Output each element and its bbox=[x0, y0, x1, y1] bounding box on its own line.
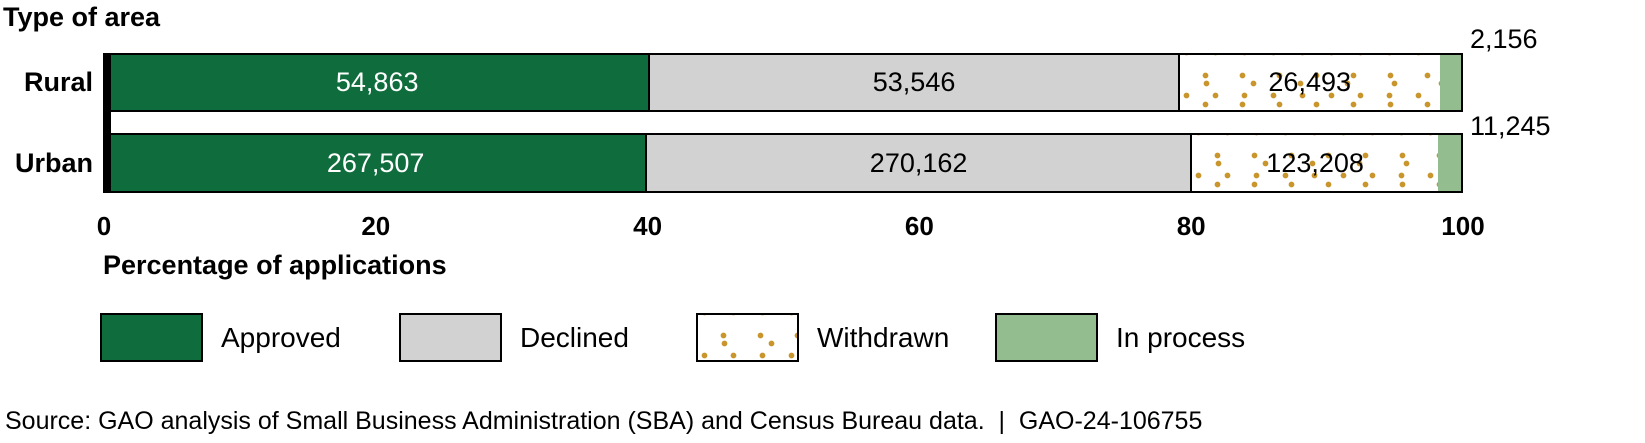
legend-item-withdrawn: Withdrawn bbox=[696, 313, 949, 362]
legend: Approved Declined Withdrawn In process bbox=[0, 313, 1645, 362]
segment-in-process bbox=[1439, 55, 1461, 110]
x-tick-40: 40 bbox=[633, 211, 663, 241]
segment-declined: 53,546 bbox=[648, 55, 1178, 110]
source-note: Source: GAO analysis of Small Business A… bbox=[5, 407, 1203, 435]
segment-value-label: 53,546 bbox=[872, 67, 956, 97]
segment-approved: 267,507 bbox=[106, 135, 646, 191]
x-tick-60: 60 bbox=[904, 211, 934, 241]
category-label-urban: Urban bbox=[14, 147, 93, 178]
segment-approved: 54,863 bbox=[106, 55, 649, 110]
segment-value-label: 54,863 bbox=[335, 67, 419, 97]
legend-swatch-withdrawn bbox=[696, 313, 799, 362]
segment-value-label: 123,208 bbox=[1266, 147, 1364, 178]
segment-value-label: 26,493 bbox=[1268, 67, 1351, 97]
legend-label: Approved bbox=[221, 321, 341, 353]
legend-item-in-process: In process bbox=[995, 313, 1245, 362]
x-tick-0: 0 bbox=[96, 211, 112, 241]
y-axis-baseline bbox=[103, 53, 111, 193]
chart-title: Type of area bbox=[3, 2, 161, 32]
segment-value-label: 267,507 bbox=[326, 147, 425, 178]
legend-item-declined: Declined bbox=[399, 313, 629, 362]
x-tick-100: 100 bbox=[1441, 211, 1485, 241]
legend-swatch-approved bbox=[100, 313, 203, 362]
x-tick-20: 20 bbox=[361, 211, 391, 241]
plot-area: 54,863 53,546 26,493 2,156 267,507 270,162 123… bbox=[103, 24, 1551, 193]
category-label-rural: Rural bbox=[23, 67, 93, 97]
bar-row-rural: 54,863 53,546 26,493 2,156 bbox=[104, 24, 1538, 112]
x-tick-80: 80 bbox=[1176, 211, 1206, 241]
segment-withdrawn: 26,493 bbox=[1177, 55, 1440, 110]
segment-in-process bbox=[1438, 135, 1461, 191]
outside-value-label: 11,245 bbox=[1470, 111, 1551, 141]
segment-declined: 270,162 bbox=[645, 135, 1190, 191]
segment-withdrawn: 123,208 bbox=[1189, 135, 1439, 191]
legend-item-approved: Approved bbox=[100, 313, 341, 362]
legend-swatch-declined bbox=[399, 313, 502, 362]
legend-swatch-in-process bbox=[995, 313, 1098, 362]
legend-label: In process bbox=[1116, 321, 1246, 353]
legend-label: Withdrawn bbox=[817, 321, 950, 353]
segment-value-label: 270,162 bbox=[869, 147, 968, 178]
legend-label: Declined bbox=[520, 321, 629, 353]
x-axis-ticks: 0 20 40 60 80 100 bbox=[97, 211, 1485, 241]
bar-row-urban: 267,507 270,162 123,208 11,245 bbox=[104, 111, 1551, 193]
outside-value-label: 2,156 bbox=[1470, 24, 1538, 54]
x-axis-title: Percentage of applications bbox=[103, 250, 447, 280]
